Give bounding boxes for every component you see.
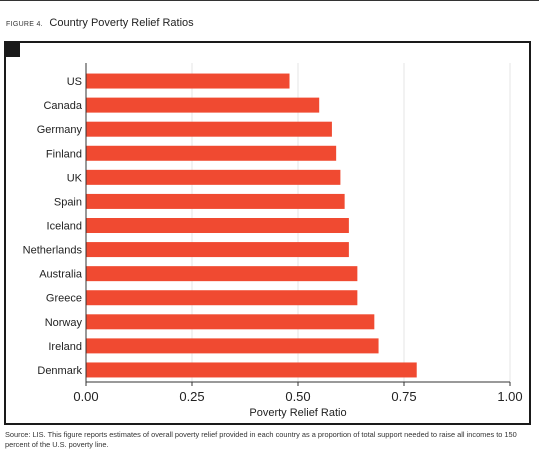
bar-us [86, 73, 290, 89]
figure-label: Figure 4. [6, 21, 43, 28]
bar-norway [86, 314, 375, 330]
bar-denmark [86, 362, 417, 378]
bar-chart: US Canada Germany Finland UK Spain Iceland Neth… [23, 63, 523, 419]
category-label-finland: Finland [46, 148, 82, 160]
category-label-norway: Norway [45, 317, 83, 329]
top-rule [0, 0, 539, 1]
category-label-greece: Greece [46, 293, 82, 305]
bar-uk [86, 169, 341, 185]
corner-marker [6, 43, 20, 57]
category-label-denmark: Denmark [37, 365, 82, 377]
bar-finland [86, 145, 337, 161]
x-tick-label-4: 1.00 [497, 389, 522, 404]
bar-iceland [86, 218, 349, 233]
x-tick-label-1: 0.25 [179, 389, 204, 404]
bar-canada [86, 97, 320, 113]
x-tick-label-3: 0.75 [391, 389, 416, 404]
category-label-spain: Spain [54, 196, 82, 208]
chart-frame: US Canada Germany Finland UK Spain Iceland Neth… [4, 41, 531, 425]
bar-greece [86, 290, 358, 306]
category-label-germany: Germany [37, 124, 83, 136]
category-label-uk: UK [67, 172, 83, 184]
x-tick-label-0: 0.00 [73, 389, 98, 404]
source-note: Source: LIS. This figure reports estimat… [5, 430, 517, 449]
bar-ireland [86, 338, 379, 354]
bar-netherlands [86, 242, 349, 258]
bar-australia [86, 266, 358, 282]
category-label-australia: Australia [39, 269, 83, 281]
bar-spain [86, 193, 345, 209]
category-label-canada: Canada [43, 100, 82, 112]
figure-header: Figure 4. Country Poverty Relief Ratios [6, 13, 194, 31]
category-label-ireland: Ireland [48, 341, 82, 353]
category-label-iceland: Iceland [47, 221, 82, 233]
category-label-us: US [67, 76, 82, 88]
bar-germany [86, 121, 332, 137]
category-label-netherlands: Netherlands [23, 245, 83, 257]
x-tick-label-2: 0.50 [285, 389, 310, 404]
figure-title: Country Poverty Relief Ratios [49, 17, 194, 29]
x-axis-title: Poverty Relief Ratio [249, 407, 346, 419]
